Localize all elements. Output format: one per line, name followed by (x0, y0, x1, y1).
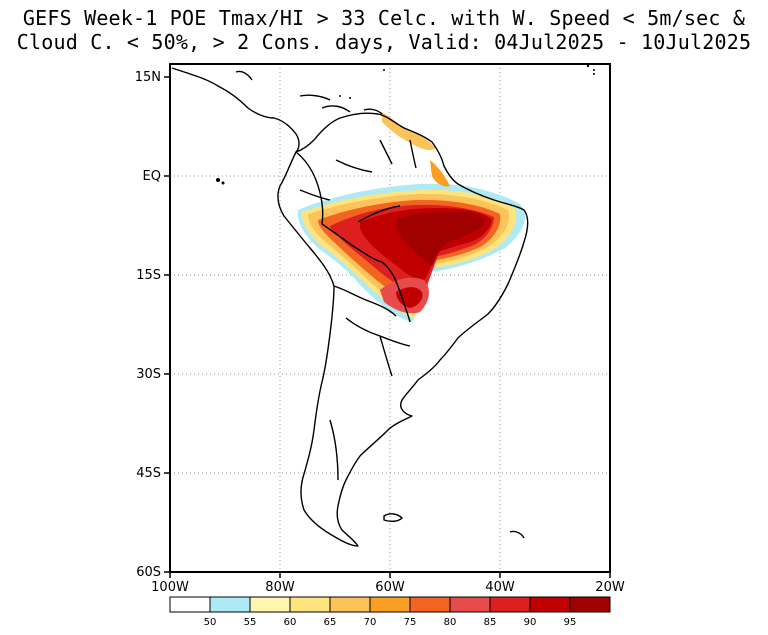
colorbar-label-80: 80 (444, 617, 457, 628)
colorbar-label-70: 70 (364, 617, 377, 628)
lon-label-20w: 20W (595, 580, 625, 595)
colorbar-swatch (249, 596, 291, 613)
map-title-line-2: Cloud C. < 50%, > 2 Cons. days, Valid: 0… (16, 30, 752, 54)
latitude-labels: 15N EQ 15S 30S 45S 60S (135, 70, 161, 580)
longitude-labels: 100W 80W 60W 40W 20W (151, 580, 625, 595)
lat-label-15n: 15N (135, 70, 161, 85)
colorbar-label-95: 95 (564, 617, 577, 628)
colorbar-label-50: 50 (204, 617, 217, 628)
lat-label-eq: EQ (143, 169, 161, 184)
probability-field (297, 112, 525, 322)
islands (216, 64, 595, 185)
colorbar-swatch (289, 596, 331, 613)
colorbar-swatch (169, 596, 211, 613)
lat-label-15s: 15S (136, 268, 161, 283)
colorbar-swatch (569, 596, 611, 613)
colorbar-label-60: 60 (284, 617, 297, 628)
colorbar-labels: 50 55 60 65 70 75 80 85 90 95 (204, 617, 577, 628)
axis-ticks (164, 76, 611, 578)
colorbar-swatch (449, 596, 491, 613)
lat-label-60s: 60S (136, 565, 161, 580)
colorbar (169, 596, 611, 613)
colorbar-swatch (409, 596, 451, 613)
lat-label-45s: 45S (136, 466, 161, 481)
lon-label-60w: 60W (375, 580, 405, 595)
colorbar-label-90: 90 (524, 617, 537, 628)
colorbar-label-85: 85 (484, 617, 497, 628)
colorbar-swatch (489, 596, 531, 613)
colorbar-swatch (329, 596, 371, 613)
lon-label-40w: 40W (485, 580, 515, 595)
coastlines (171, 67, 529, 547)
colorbar-swatch (529, 596, 571, 613)
map-title-line-1: GEFS Week-1 POE Tmax/HI > 33 Celc. with … (22, 6, 746, 30)
colorbar-label-55: 55 (244, 617, 257, 628)
colorbar-label-65: 65 (324, 617, 337, 628)
colorbar-swatch (209, 596, 251, 613)
lat-label-30s: 30S (136, 367, 161, 382)
lon-label-100w: 100W (151, 580, 189, 595)
colorbar-label-75: 75 (404, 617, 417, 628)
colorbar-swatch (369, 596, 411, 613)
lon-label-80w: 80W (265, 580, 295, 595)
